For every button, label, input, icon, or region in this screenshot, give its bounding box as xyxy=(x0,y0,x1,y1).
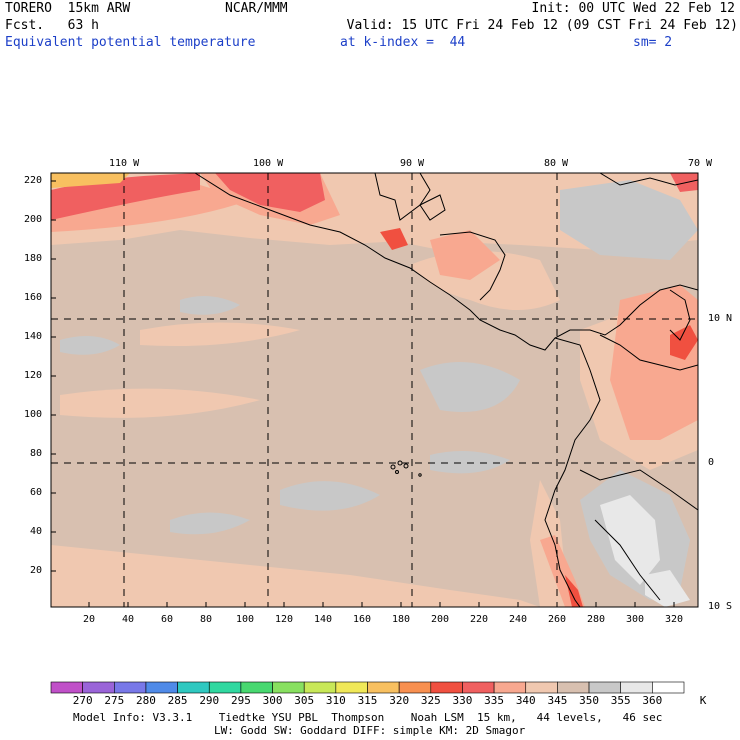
lat-label: 10 N xyxy=(708,313,733,324)
x-tick-label: 280 xyxy=(587,614,606,625)
colorbar-swatch xyxy=(430,681,463,694)
colorbar-label: 350 xyxy=(579,694,599,707)
x-tick-label: 60 xyxy=(161,614,174,625)
y-tick-label: 160 xyxy=(24,292,43,303)
colorbar-label: 295 xyxy=(230,694,251,707)
x-tick-label: 240 xyxy=(509,614,528,625)
x-tick-label: 80 xyxy=(200,614,213,625)
colorbar-swatch xyxy=(462,681,495,694)
colorbar-swatch xyxy=(525,681,558,694)
colorbar-swatch xyxy=(493,681,527,694)
coastlines xyxy=(194,173,698,607)
lon-label: 100 W xyxy=(253,158,284,169)
colorbar-label: 330 xyxy=(452,694,473,707)
y-tick-label: 140 xyxy=(24,331,43,342)
x-tick-label: 320 xyxy=(665,614,684,625)
x-tick-label: 300 xyxy=(626,614,645,625)
colorbar-label: 280 xyxy=(136,694,156,707)
colorbar-swatch xyxy=(114,681,147,694)
colorbar-label: 335 xyxy=(484,694,505,707)
y-tick-label: 40 xyxy=(30,526,43,537)
valid-time: Valid: 15 UTC Fri 24 Feb 12 (09 CST Fri … xyxy=(346,18,738,33)
colorbar-unit: K xyxy=(699,694,707,707)
colorbar-label: 310 xyxy=(325,694,346,707)
colorbar-label: 300 xyxy=(262,694,283,707)
x-tick-label: 120 xyxy=(275,614,294,625)
colorbar-swatch xyxy=(145,681,178,694)
x-tick-label: 140 xyxy=(314,614,333,625)
colorbar-swatch xyxy=(557,681,590,694)
colorbar-label: 360 xyxy=(642,694,663,707)
field-name: Equivalent potential temperature xyxy=(5,35,256,50)
lon-label: 70 W xyxy=(688,158,713,169)
colorbar-swatch xyxy=(398,681,432,694)
x-tick-label: 100 xyxy=(236,614,255,625)
colorbar-label: 290 xyxy=(199,694,220,707)
colorbar-swatch xyxy=(303,681,337,694)
colorbar-label: 285 xyxy=(167,694,188,707)
axis-ticks xyxy=(51,180,675,607)
theta-e-field xyxy=(51,173,698,607)
colorbar-label: 320 xyxy=(389,694,410,707)
y-tick-label: 180 xyxy=(24,253,43,264)
forecast-hour: Fcst. 63 h xyxy=(5,18,99,33)
model-title: TORERO 15km ARW xyxy=(5,1,131,16)
colorbar-label: 270 xyxy=(72,694,93,707)
x-tick-label: 40 xyxy=(122,614,135,625)
colorbar-swatch xyxy=(652,681,685,694)
level-label: at k-index = 44 xyxy=(340,35,466,50)
y-tick-label: 120 xyxy=(24,370,43,381)
y-tick-label: 100 xyxy=(24,409,43,420)
colorbar-swatch xyxy=(82,681,115,694)
smoothing-label: sm= 2 xyxy=(633,35,673,50)
colorbar-swatch xyxy=(335,681,368,694)
colorbar-label: 305 xyxy=(294,694,315,707)
galapagos-islands xyxy=(390,460,422,477)
init-time: Init: 00 UTC Wed 22 Feb 12 xyxy=(531,1,736,16)
x-tick-label: 260 xyxy=(548,614,567,625)
colorbar-swatch xyxy=(177,681,210,694)
lon-label: 110 W xyxy=(109,158,140,169)
y-tick-label: 80 xyxy=(30,448,43,459)
lon-label: 80 W xyxy=(544,158,569,169)
x-tick-label: 180 xyxy=(392,614,411,625)
x-tick-label: 20 xyxy=(83,614,96,625)
colorbar-swatch xyxy=(367,681,400,694)
map-frame xyxy=(50,172,699,608)
x-tick-label: 200 xyxy=(431,614,450,625)
colorbar-label: 325 xyxy=(420,694,441,707)
x-tick-label: 220 xyxy=(470,614,489,625)
colorbar-swatch xyxy=(208,681,242,694)
y-tick-label: 60 xyxy=(30,487,43,498)
colorbar-swatch xyxy=(50,681,83,694)
y-tick-label: 20 xyxy=(30,565,43,576)
x-tick-label: 160 xyxy=(353,614,372,625)
colorbar-swatch xyxy=(272,681,305,694)
lat-lon-grid xyxy=(51,173,698,607)
lon-label: 90 W xyxy=(400,158,425,169)
colorbar-swatch xyxy=(588,681,621,694)
colorbar-label: 345 xyxy=(547,694,568,707)
model-info: Model Info: V3.3.1 Tiedtke YSU PBL Thomp… xyxy=(73,711,663,724)
y-tick-label: 200 xyxy=(24,214,43,225)
colorbar-swatch xyxy=(240,681,273,694)
colorbar-label: 275 xyxy=(104,694,125,707)
colorbar-label: 315 xyxy=(357,694,378,707)
physics-info: LW: Godd SW: Goddard DIFF: simple KM: 2D… xyxy=(214,724,526,737)
colorbar-label: 340 xyxy=(515,694,536,707)
center-label: NCAR/MMM xyxy=(225,1,288,16)
lat-label: 10 S xyxy=(708,601,733,612)
colorbar xyxy=(50,681,685,694)
colorbar-label: 355 xyxy=(610,694,631,707)
y-tick-label: 220 xyxy=(24,175,43,186)
colorbar-swatch xyxy=(620,681,653,694)
lat-label: 0 xyxy=(708,457,715,468)
